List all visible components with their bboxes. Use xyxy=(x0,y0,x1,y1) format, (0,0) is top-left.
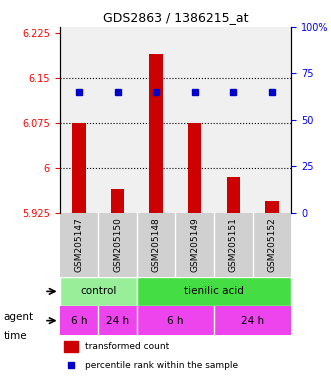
Bar xyxy=(72,123,86,213)
Bar xyxy=(227,177,240,213)
Text: GSM205151: GSM205151 xyxy=(229,217,238,272)
Text: agent: agent xyxy=(3,312,33,322)
Text: GSM205149: GSM205149 xyxy=(190,217,199,272)
Text: GSM205150: GSM205150 xyxy=(113,217,122,272)
Text: GSM205147: GSM205147 xyxy=(74,217,83,272)
Text: 24 h: 24 h xyxy=(241,316,264,326)
Text: control: control xyxy=(80,286,117,296)
Text: 6 h: 6 h xyxy=(71,316,87,326)
Text: GSM205148: GSM205148 xyxy=(152,217,161,272)
Bar xyxy=(188,123,202,213)
Text: transformed count: transformed count xyxy=(85,342,169,351)
Text: percentile rank within the sample: percentile rank within the sample xyxy=(85,361,238,369)
Text: tienilic acid: tienilic acid xyxy=(184,286,244,296)
Bar xyxy=(265,201,279,213)
Text: 24 h: 24 h xyxy=(106,316,129,326)
FancyBboxPatch shape xyxy=(60,277,137,306)
Text: time: time xyxy=(3,331,27,341)
Title: GDS2863 / 1386215_at: GDS2863 / 1386215_at xyxy=(103,11,248,24)
Text: 6 h: 6 h xyxy=(167,316,184,326)
Text: GSM205152: GSM205152 xyxy=(267,217,276,272)
Bar xyxy=(111,189,124,213)
Bar xyxy=(64,341,78,352)
FancyBboxPatch shape xyxy=(137,277,291,306)
Bar xyxy=(149,54,163,213)
